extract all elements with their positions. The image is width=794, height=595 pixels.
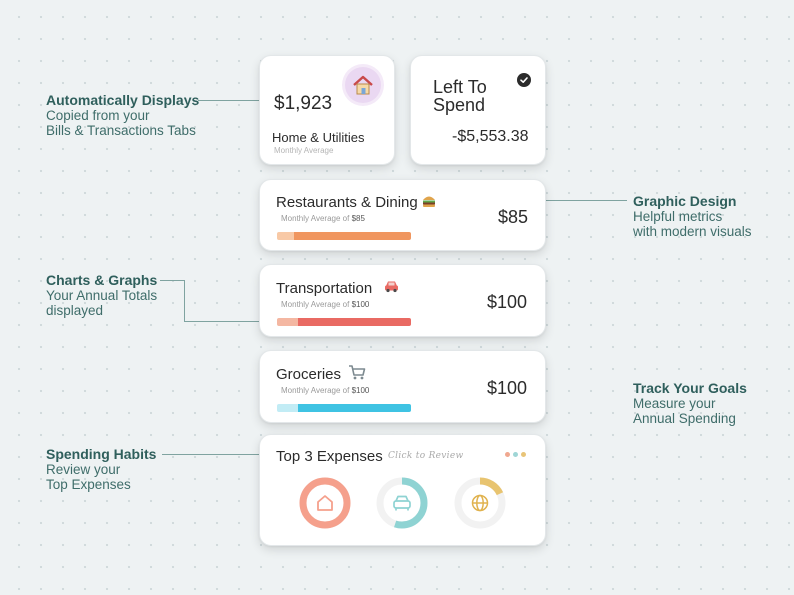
annotation-goals: Track Your Goals Measure your Annual Spe…	[633, 380, 747, 427]
category-title: Groceries	[276, 366, 342, 383]
category-sub-label: Monthly Average of	[281, 214, 350, 223]
connector-spending	[162, 454, 264, 455]
category-sub-value: $100	[351, 386, 370, 395]
connector-charts-c	[184, 321, 262, 322]
home-utilities-title: Home & Utilities	[272, 130, 365, 145]
annotation-spending-line1: Review your	[46, 462, 121, 477]
category-title: Restaurants & Dining	[276, 194, 418, 211]
left-to-spend-card[interactable]: Left To Spend -$5,553.38	[410, 55, 546, 165]
burger-icon	[421, 193, 437, 209]
menu-dot-3	[521, 452, 526, 457]
category-amount: $85	[498, 207, 529, 227]
annotation-auto-line1: Copied from your	[46, 108, 150, 123]
annotation-charts-line2: displayed	[46, 303, 104, 318]
ring-arc	[376, 477, 428, 529]
house-icon	[345, 67, 381, 103]
category-sub-label: Monthly Average of	[281, 300, 350, 309]
annotation-design: Graphic Design Helpful metrics with mode…	[633, 193, 752, 240]
ring-arc	[299, 477, 351, 529]
category-sub: Monthly Average of $85	[281, 214, 365, 223]
home-utilities-subtitle: Monthly Average	[274, 146, 334, 155]
left-to-spend-line1: Left To	[433, 77, 487, 97]
left-to-spend-amount: -$5,553.38	[452, 128, 529, 145]
car-icon	[383, 278, 400, 294]
expense-ring-home[interactable]	[298, 476, 352, 530]
category-progress-bar	[277, 232, 411, 240]
menu-dot-2	[513, 452, 518, 457]
category-sub: Monthly Average of $100	[281, 386, 369, 395]
annotation-design-line2: with modern visuals	[633, 224, 752, 239]
click-to-review-link[interactable]: Click to Review	[388, 451, 464, 461]
home-utilities-amount: $1,923	[274, 93, 333, 114]
expense-ring-globe[interactable]	[453, 476, 507, 530]
category-sub-label: Monthly Average of	[281, 386, 350, 395]
house-outline-icon	[317, 495, 333, 511]
category-progress-light	[277, 232, 294, 240]
annotation-auto: Automatically Displays Copied from your …	[46, 92, 200, 139]
globe-outline-icon	[471, 494, 489, 512]
annotation-charts: Charts & Graphs Your Annual Totals displ…	[46, 272, 158, 319]
connector-charts-a	[160, 280, 184, 281]
top-expenses-card[interactable]: Top 3 Expenses Click to Review	[259, 434, 546, 546]
category-progress-light	[277, 318, 298, 326]
top-expenses-title: Top 3 Expenses	[276, 448, 383, 465]
category-progress-bar	[277, 404, 411, 412]
annotation-charts-heading: Charts & Graphs	[46, 272, 158, 288]
connector-charts-b	[184, 280, 185, 322]
category-card-groceries[interactable]: Groceries Monthly Average of $100 $100	[259, 350, 546, 423]
category-sub-value: $100	[351, 300, 370, 309]
category-progress-fill	[294, 232, 411, 240]
annotation-spending: Spending Habits Review your Top Expenses	[46, 446, 157, 493]
annotation-spending-line2: Top Expenses	[46, 477, 131, 492]
home-utilities-card[interactable]: $1,923 Home & Utilities Monthly Average	[259, 55, 395, 165]
cart-icon	[348, 364, 366, 381]
annotation-goals-line1: Measure your	[633, 396, 716, 411]
expense-ring-car[interactable]	[375, 476, 429, 530]
more-menu-icon[interactable]	[505, 452, 527, 458]
annotation-goals-heading: Track Your Goals	[633, 380, 747, 396]
annotation-design-line1: Helpful metrics	[633, 209, 723, 224]
left-to-spend-title: Left To Spend	[433, 78, 487, 114]
category-sub-value: $85	[351, 214, 365, 223]
annotation-goals-line2: Annual Spending	[633, 411, 736, 426]
left-to-spend-line2: Spend	[433, 95, 486, 115]
car-outline-icon	[393, 495, 411, 511]
ring-arc	[454, 477, 506, 529]
connector-auto	[198, 100, 262, 101]
menu-dot-1	[505, 452, 510, 457]
category-progress-fill	[298, 318, 411, 326]
category-progress-light	[277, 404, 298, 412]
category-amount: $100	[487, 378, 528, 398]
annotation-auto-heading: Automatically Displays	[46, 92, 200, 108]
category-title: Transportation	[276, 280, 373, 297]
category-progress-fill	[298, 404, 411, 412]
category-progress-bar	[277, 318, 411, 326]
annotation-charts-line1: Your Annual Totals	[46, 288, 158, 303]
category-amount: $100	[487, 292, 528, 312]
category-card-transportation[interactable]: Transportation Monthly Average of $100 $…	[259, 264, 546, 337]
category-card-restaurants[interactable]: Restaurants & Dining Monthly Average of …	[259, 179, 546, 251]
annotation-auto-line2: Bills & Transactions Tabs	[46, 123, 196, 138]
check-circle-icon	[517, 73, 531, 87]
category-sub: Monthly Average of $100	[281, 300, 369, 309]
annotation-spending-heading: Spending Habits	[46, 446, 157, 462]
annotation-design-heading: Graphic Design	[633, 193, 737, 209]
